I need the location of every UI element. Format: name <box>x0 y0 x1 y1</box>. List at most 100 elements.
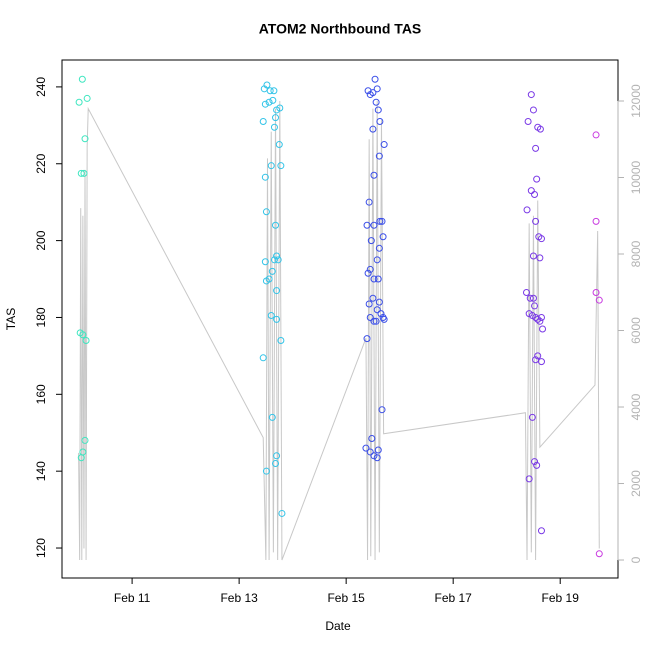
point <box>536 125 544 133</box>
point <box>534 315 542 323</box>
point <box>373 454 381 462</box>
y2-tick-label: 2000 <box>629 470 643 497</box>
point <box>81 436 89 444</box>
point <box>364 87 372 95</box>
y-tick-label: 180 <box>34 307 48 327</box>
point <box>380 141 388 149</box>
x-tick-label: Feb 13 <box>220 591 258 605</box>
point <box>266 87 274 95</box>
point <box>261 173 269 181</box>
point <box>373 85 381 93</box>
point <box>75 98 83 106</box>
point <box>370 317 378 325</box>
y2-tick-label: 10000 <box>629 161 643 195</box>
point <box>261 258 269 266</box>
point <box>273 315 281 323</box>
y2-tick-label: 6000 <box>629 317 643 344</box>
point <box>365 198 373 206</box>
point <box>77 169 85 177</box>
point <box>531 190 539 198</box>
point <box>532 356 540 364</box>
y-tick-label: 160 <box>34 384 48 404</box>
x-axis-label: Date <box>325 619 351 633</box>
point <box>262 467 270 475</box>
point <box>378 217 386 225</box>
point <box>537 235 545 243</box>
point <box>531 302 539 310</box>
y2-tick-label: 4000 <box>629 393 643 420</box>
point <box>536 254 544 262</box>
x-tick-label: Feb 11 <box>114 591 151 605</box>
point <box>372 317 380 325</box>
point <box>373 306 381 314</box>
altitude-line <box>78 101 600 561</box>
point <box>261 100 269 108</box>
point <box>267 312 275 320</box>
point <box>595 296 603 304</box>
point <box>592 217 600 225</box>
point <box>371 75 379 83</box>
y-axis-label: TAS <box>4 308 18 330</box>
x-tick-label: Feb 17 <box>435 591 473 605</box>
point <box>378 406 386 414</box>
point <box>265 98 273 106</box>
point <box>83 94 91 102</box>
point <box>375 298 383 306</box>
point <box>269 96 277 104</box>
point <box>366 265 374 273</box>
point <box>273 287 281 295</box>
y-tick-label: 220 <box>34 153 48 173</box>
x-tick-label: Feb 15 <box>327 591 365 605</box>
point <box>268 413 276 421</box>
point <box>274 256 282 264</box>
point <box>373 256 381 264</box>
point <box>370 221 378 229</box>
point <box>268 267 276 275</box>
point <box>272 459 280 467</box>
point <box>259 117 267 125</box>
point <box>533 175 541 183</box>
point <box>374 106 382 114</box>
y2-tick-label: 12000 <box>629 84 643 118</box>
point <box>534 352 542 360</box>
point <box>267 162 275 170</box>
point <box>367 237 375 245</box>
point <box>270 256 278 264</box>
point <box>532 144 540 152</box>
point <box>592 131 600 139</box>
point <box>595 550 603 558</box>
point <box>277 162 285 170</box>
point <box>375 244 383 252</box>
point <box>366 448 374 456</box>
point <box>272 221 280 229</box>
point <box>366 313 374 321</box>
point <box>533 461 541 469</box>
point <box>275 141 283 149</box>
point <box>372 98 380 106</box>
point <box>82 337 90 345</box>
point <box>537 313 545 321</box>
point <box>522 288 530 296</box>
point <box>277 337 285 345</box>
point <box>528 413 536 421</box>
point <box>77 454 85 462</box>
point <box>376 117 384 125</box>
y-tick-label: 140 <box>34 461 48 481</box>
chart-title: ATOM2 Northbound TAS <box>259 21 422 37</box>
point <box>270 87 278 95</box>
point <box>273 452 281 460</box>
point <box>369 125 377 133</box>
point <box>272 114 280 122</box>
point <box>369 294 377 302</box>
point <box>527 91 535 99</box>
point <box>365 300 373 308</box>
point <box>262 277 270 285</box>
point <box>363 221 371 229</box>
point <box>362 444 370 452</box>
y2-tick-label: 8000 <box>629 240 643 267</box>
point <box>529 252 537 260</box>
point <box>259 354 267 362</box>
point <box>81 135 89 143</box>
point <box>375 152 383 160</box>
